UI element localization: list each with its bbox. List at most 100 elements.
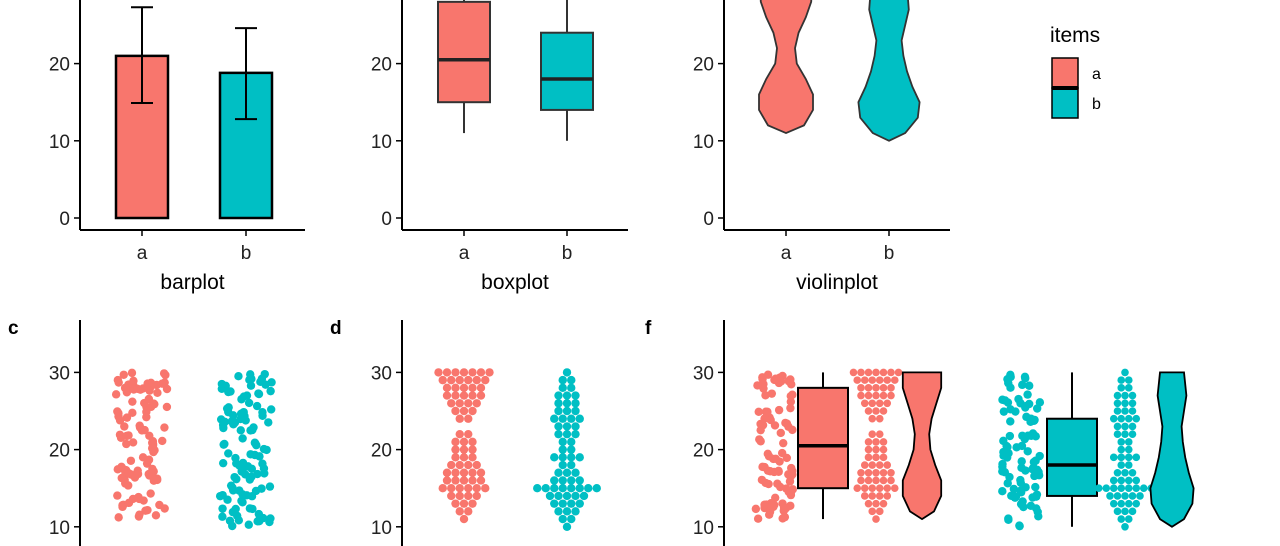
- data-point: [575, 484, 584, 493]
- data-point: [451, 383, 460, 393]
- data-point: [451, 445, 460, 454]
- x-tick-label: a: [459, 243, 470, 264]
- data-point: [225, 516, 235, 525]
- data-point: [864, 438, 873, 446]
- data-point: [459, 453, 469, 462]
- data-point: [872, 438, 880, 446]
- data-point: [1113, 399, 1122, 408]
- y-tick-label: 20: [371, 441, 392, 462]
- data-point: [127, 368, 137, 378]
- data-point: [219, 440, 228, 449]
- data-point: [451, 499, 460, 508]
- data-point: [1023, 447, 1032, 456]
- y-tick-label: 10: [49, 518, 70, 539]
- data-point: [250, 438, 260, 447]
- data-point: [238, 498, 247, 507]
- data-point: [571, 391, 580, 400]
- box: [437, 0, 491, 104]
- data-point: [124, 498, 134, 508]
- data-point: [1128, 468, 1137, 477]
- data-point: [864, 391, 873, 400]
- data-point: [756, 437, 765, 446]
- data-point: [459, 468, 469, 477]
- data-point: [1124, 376, 1133, 384]
- data-point: [1016, 488, 1026, 497]
- data-point: [1000, 396, 1010, 405]
- data-point: [442, 476, 452, 485]
- panel-label: d: [330, 318, 342, 339]
- box: [797, 386, 849, 490]
- data-point: [472, 460, 481, 470]
- data-point: [118, 502, 127, 512]
- data-point: [455, 507, 464, 516]
- y-tick-label: 30: [49, 363, 70, 384]
- data-point: [447, 484, 456, 493]
- data-point: [143, 505, 152, 515]
- data-point: [232, 511, 242, 520]
- data-point: [162, 384, 172, 394]
- data-point: [438, 484, 447, 493]
- data-point: [571, 468, 580, 477]
- data-point: [143, 379, 152, 388]
- data-point: [875, 507, 884, 516]
- data-point: [468, 445, 477, 454]
- data-point: [1124, 384, 1133, 392]
- data-point: [472, 484, 481, 493]
- data-point: [265, 517, 274, 527]
- panel-label: f: [645, 318, 652, 339]
- data-point: [476, 368, 486, 377]
- data-point: [776, 428, 785, 438]
- data-point: [234, 372, 243, 381]
- data-point: [115, 430, 125, 439]
- data-point: [120, 422, 129, 431]
- data-point: [868, 492, 877, 500]
- data-point: [1121, 422, 1129, 431]
- data-point: [571, 491, 580, 501]
- data-point: [592, 484, 601, 493]
- data-point: [1102, 484, 1111, 493]
- data-point: [464, 429, 473, 439]
- data-point: [259, 444, 269, 454]
- data-point: [1121, 507, 1129, 516]
- data-point: [788, 425, 797, 435]
- data-point: [476, 391, 486, 400]
- data-point: [464, 414, 473, 423]
- data-point: [1117, 476, 1126, 485]
- data-point: [145, 431, 154, 440]
- data-point: [451, 468, 460, 477]
- data-point: [266, 405, 276, 414]
- data-point: [254, 389, 264, 399]
- data-point: [571, 429, 580, 439]
- data-point: [999, 407, 1009, 416]
- data-point: [1032, 490, 1042, 499]
- data-point: [860, 399, 869, 408]
- data-point: [1014, 394, 1023, 404]
- data-point: [1109, 484, 1118, 493]
- data-point: [1117, 484, 1126, 493]
- data-point: [485, 368, 494, 377]
- y-tick-label: 10: [371, 132, 392, 153]
- data-point: [558, 383, 567, 393]
- data-point: [1094, 484, 1103, 493]
- data-point: [998, 459, 1007, 469]
- data-point: [1109, 476, 1118, 485]
- data-point: [558, 484, 567, 493]
- data-point: [1020, 372, 1030, 382]
- data-point: [459, 383, 469, 393]
- data-point: [157, 379, 167, 388]
- data-point: [1117, 414, 1126, 423]
- y-tick-label: 20: [371, 55, 392, 76]
- data-point: [1136, 492, 1144, 500]
- data-point: [875, 414, 884, 423]
- data-point: [562, 429, 572, 439]
- data-point: [760, 462, 769, 472]
- data-point: [1022, 412, 1031, 422]
- data-point: [1132, 414, 1141, 423]
- data-point: [554, 391, 563, 400]
- data-point: [111, 390, 121, 399]
- data-point: [228, 483, 237, 493]
- data-point: [868, 376, 877, 384]
- y-tick-label: 30: [371, 363, 392, 384]
- data-point: [236, 426, 245, 435]
- data-point: [1124, 515, 1133, 523]
